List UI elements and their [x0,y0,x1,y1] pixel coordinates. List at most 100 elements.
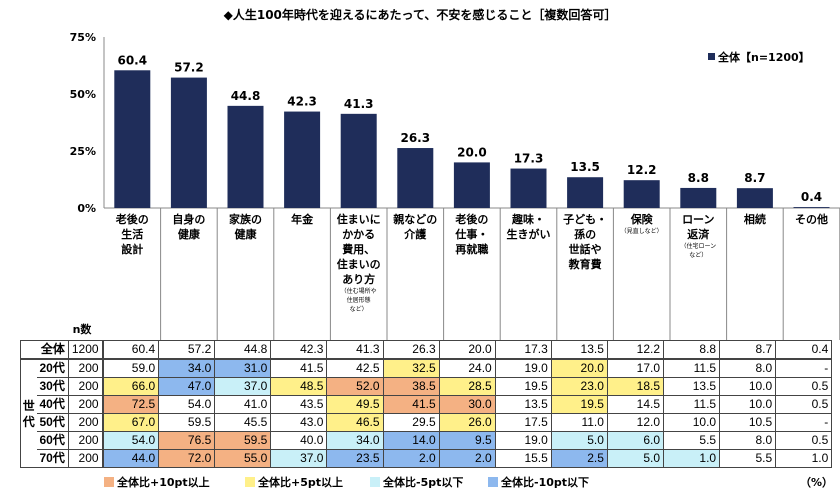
value-cell: 0.5 [775,377,833,396]
value-cell: 20.0 [438,340,496,360]
column-header: ローン 返済 （住宅ローン など） [680,213,717,259]
value-cell: 11.0 [550,413,608,432]
value-cell: 54.0 [158,395,216,414]
column-header: 保険 （見直しなど） [620,213,663,235]
value-cell: 29.5 [382,413,440,432]
value-cell: 1.0 [775,449,833,468]
bar [340,113,377,208]
table-row: 60代 200 54.0 76.5 59.5 40.0 34.0 14.0 9.5 19.0 5.0… [21,431,833,450]
bar-value-label: 17.3 [514,152,544,166]
value-cell: 19.0 [494,431,552,450]
column-header: 老後の 生活 設計 [115,213,149,256]
y-tick-label: 0% [77,202,96,215]
bar-value-label: 8.7 [744,171,765,185]
value-cell: 31.0 [214,358,272,378]
legend-label: 全体比+10pt以上 [117,476,210,489]
column-header: 相続 [743,213,766,226]
bar [227,105,264,208]
value-cell: 66.0 [102,377,160,396]
bar [680,187,717,208]
table-row: 50代 200 67.0 59.5 45.5 43.0 46.5 29.5 26.0 17.5 11… [21,413,833,432]
value-cell: 14.0 [382,431,440,450]
value-cell: 24.0 [438,358,496,378]
value-cell: 1.0 [662,449,721,468]
value-cell: 11.5 [662,358,721,378]
bar-value-label: 0.4 [801,190,822,204]
value-cell: 10.0 [662,413,721,432]
value-cell: 10.5 [719,413,777,432]
value-cell: 54.0 [102,431,160,450]
n-label: n数 [72,323,92,336]
bar-value-label: 44.8 [231,89,261,103]
value-cell: 20.0 [550,358,608,378]
table-row: 世代 20代 200 59.0 34.0 31.0 41.5 42.5 32.5 24.0 19.0… [20,358,833,468]
bar [284,111,321,208]
value-cell: 57.2 [158,340,216,360]
value-cell: 41.3 [326,340,384,360]
value-cell: 43.5 [270,395,328,414]
row-label: 50代 [36,413,69,432]
value-cell: 6.0 [606,431,665,450]
value-cell: 46.5 [326,413,384,432]
column-header: その他 [794,213,828,226]
value-cell: 26.3 [382,340,440,360]
value-cell: 41.5 [382,395,440,414]
value-cell: 0.5 [775,431,833,450]
value-cell: 72.5 [102,395,160,414]
n-cell: 200 [67,413,104,432]
column-header: 趣味・ 生きがい [506,213,551,241]
legend-item: 全体比-5pt以下 [370,474,463,490]
n-cell: 200 [67,377,104,396]
value-cell: 18.5 [606,377,665,396]
legend-label: 全体【n=1200】 [717,50,810,64]
row-label: 40代 [36,395,69,414]
value-cell: 41.0 [214,395,272,414]
value-cell: 2.5 [550,449,608,468]
group-label: 世代 [20,358,37,468]
bar [736,188,773,208]
bar-value-label: 20.0 [457,145,487,159]
value-cell: 13.5 [494,395,552,414]
bar [397,148,434,208]
table-row: 70代 200 44.0 72.0 55.0 37.0 23.5 2.0 2.0 15.5 2.5 5… [21,449,833,468]
bar-value-label: 41.3 [344,97,374,111]
column-header: 親などの 介護 [393,213,438,241]
value-cell: 44.0 [102,449,160,468]
value-cell: 59.0 [102,358,160,378]
bar-value-label: 42.3 [287,95,317,109]
value-cell: 34.0 [326,431,384,450]
n-cell: 200 [67,449,104,468]
value-cell: 12.2 [606,340,665,360]
value-cell: - [775,358,833,378]
column-header: 年金 [291,213,314,226]
bar-value-label: 13.5 [570,160,600,174]
bar-value-label: 8.8 [688,171,709,185]
chart-title: ◆人生100年時代を迎えるにあたって、不安を感じること［複数回答可］ [223,8,617,22]
value-cell: 19.5 [494,377,552,396]
value-cell: 67.0 [102,413,160,432]
value-cell: 23.0 [550,377,608,396]
value-cell: 42.3 [270,340,328,360]
value-cell: 38.5 [382,377,440,396]
y-tick-label: 75% [70,31,96,44]
bar-chart: 0% 25% 50% 75% 60.4 57.2 44.8 42.3 41.3 26.3 20.0 1… [70,31,840,340]
bar [793,207,830,208]
value-cell: 32.5 [382,358,440,378]
legend-swatch [488,477,498,487]
bar [170,77,207,208]
value-cell: 55.0 [214,449,272,468]
column-header: 老後の 仕事・ 再就職 [455,213,489,256]
column-header: 住まいに かかる 費用、 住まいの あり方 （住む場所や 住居形態 など） [336,213,381,313]
value-cell: 34.0 [158,358,216,378]
value-cell: 17.3 [494,340,552,360]
value-cell: 45.5 [214,413,272,432]
value-cell: 49.5 [326,395,384,414]
value-cell: 2.0 [382,449,440,468]
unit-label: （%） [800,476,834,489]
column-header: 家族の 健康 [228,213,262,241]
crosstab-table: 全体 1200 60.4 57.2 44.8 42.3 41.3 26.3 20.0 17.3 13… [20,340,833,468]
value-cell: 5.0 [606,449,665,468]
value-cell: - [775,413,833,432]
value-cell: 14.5 [606,395,665,414]
